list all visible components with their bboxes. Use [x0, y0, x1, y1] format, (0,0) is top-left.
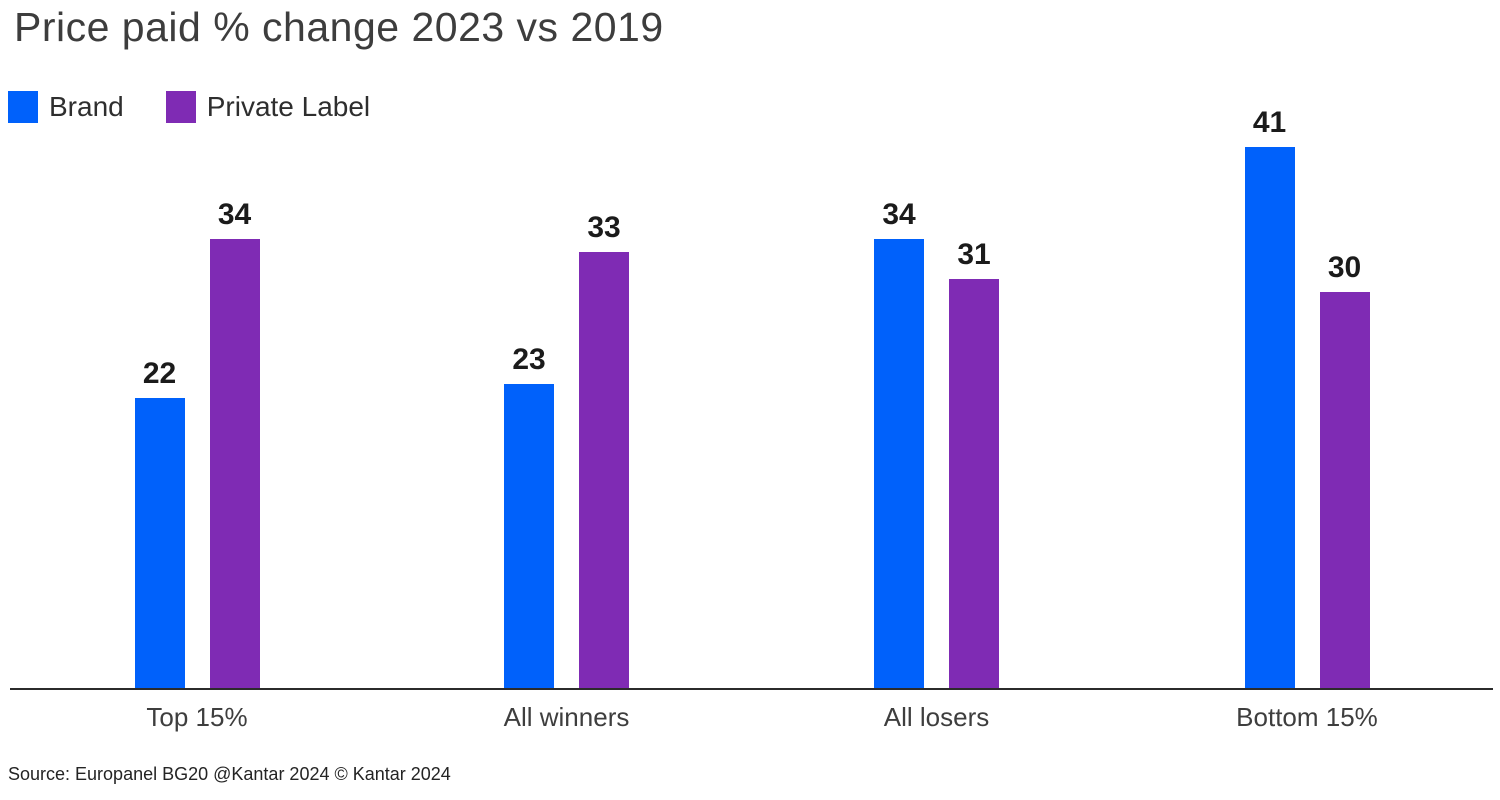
bar-group-bottom-15: 41 30	[1244, 108, 1370, 688]
x-axis-label-bottom-15: Bottom 15%	[1236, 702, 1378, 732]
bar-private-label-bottom-15: 30	[1319, 253, 1370, 688]
x-axis-label-top-15: Top 15%	[146, 702, 248, 732]
legend-label-brand: Brand	[49, 91, 124, 122]
chart-title: Price paid % change 2023 vs 2019	[14, 4, 664, 50]
bar-brand-all-winners: 23	[504, 345, 554, 688]
bar-value-label-private-label-all-winners: 33	[587, 211, 621, 244]
bar-private-label-all-losers: 31	[949, 240, 999, 688]
bar-private-label-all-winners: 33	[579, 213, 629, 688]
bar-value-label-private-label-bottom-15: 30	[1327, 251, 1362, 284]
bar-brand-all-losers: 34	[874, 200, 924, 688]
bar-value-label-brand-top-15: 22	[142, 357, 177, 390]
legend-swatch-brand	[8, 91, 38, 123]
bar-group-all-winners: 23 33	[504, 213, 629, 688]
legend-item-private-label: Private Label	[165, 91, 371, 123]
legend-swatch-private-label	[165, 91, 196, 123]
bar-private-label-top-15: 34	[209, 200, 260, 688]
bar-group-top-15: 22 34	[134, 200, 260, 688]
legend: Brand Private Label	[8, 91, 370, 123]
legend-item-brand: Brand	[8, 91, 124, 123]
bar-value-label-brand-bottom-15: 41	[1252, 106, 1287, 139]
source-text: Source: Europanel BG20 @Kantar 2024 © Ka…	[8, 764, 451, 784]
bar-group-all-losers: 34 31	[874, 200, 999, 688]
x-axis-line	[10, 688, 1493, 690]
legend-label-private-label: Private Label	[206, 91, 371, 122]
bar-value-label-private-label-all-losers: 31	[957, 238, 991, 271]
x-axis-label-all-losers: All losers	[883, 702, 990, 732]
bar-brand-bottom-15: 41	[1244, 108, 1295, 688]
bar-value-label-brand-all-losers: 34	[882, 198, 916, 231]
x-axis-label-all-winners: All winners	[503, 702, 630, 732]
bar-value-label-brand-all-winners: 23	[512, 343, 546, 376]
bar-value-label-private-label-top-15: 34	[217, 198, 252, 231]
bar-brand-top-15: 22	[134, 359, 185, 688]
